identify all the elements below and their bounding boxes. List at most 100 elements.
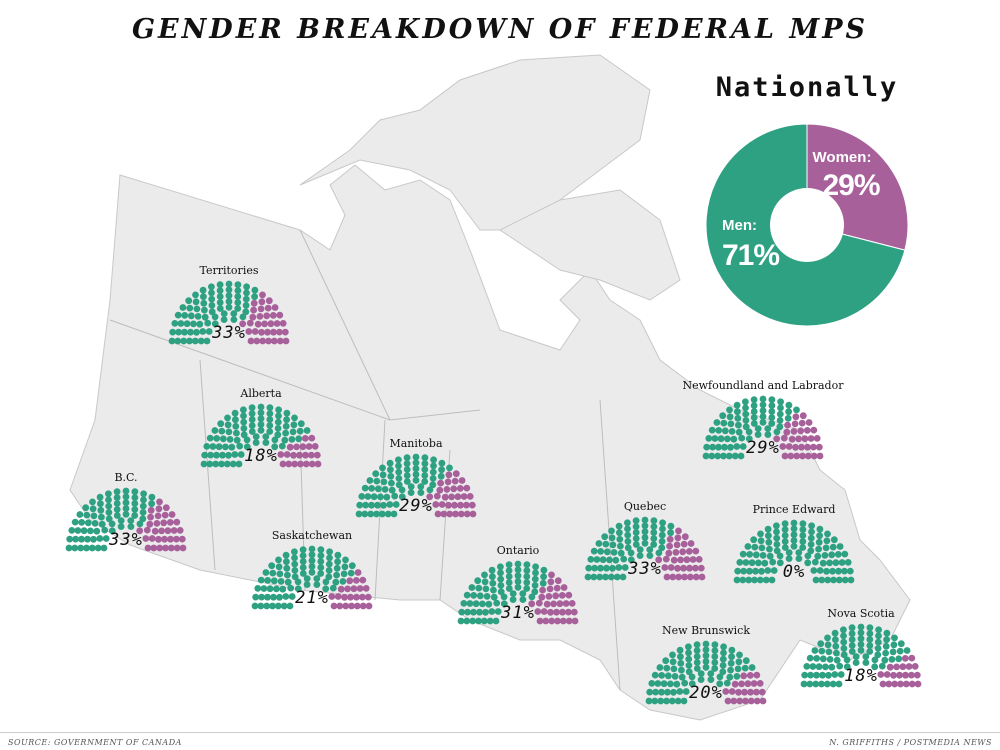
seat-women [281,328,289,336]
seat-men [790,537,798,544]
region-name: Alberta [239,387,282,400]
seat-men [531,588,539,596]
seat-men [113,488,121,496]
seat-men [800,680,808,688]
seat-men [199,328,207,335]
seat-men [781,544,789,551]
seat-women [299,443,307,451]
seat-men [624,538,632,545]
seat-women [440,510,448,518]
seat-men [776,423,784,431]
seat-men [266,422,274,429]
seat-men [388,486,396,494]
seat-men [776,410,784,418]
seat-men [379,464,386,472]
seat-men [808,522,815,530]
seat-men [269,602,276,610]
seat-men [799,526,807,533]
seat-men [716,673,724,681]
seat-men [685,662,693,669]
seat-men [751,543,759,551]
seat-men [816,567,824,574]
seat-men [139,509,147,516]
seat-men [781,526,789,533]
seat-women [155,535,162,543]
seat-men [840,632,847,640]
seat-women [256,313,264,320]
seat-men [833,656,841,664]
seat-women [265,337,272,345]
seat-men [98,513,105,521]
seat-women [348,602,355,610]
seat-women [547,578,555,586]
seat-men [758,544,766,552]
seat-men [650,517,658,525]
seat-men [457,617,465,625]
seat-men [874,638,882,646]
seat-women [780,434,788,442]
seat-men [663,697,670,705]
seat-women [791,420,799,428]
seat-men [208,283,215,291]
seat-women [285,460,293,468]
seat-men [891,634,898,642]
seat-men [821,552,829,559]
seat-men [648,680,656,687]
seat-men [463,591,471,599]
seat-women [170,527,178,534]
seat-men [645,697,653,705]
seat-men [617,549,625,557]
seat-women [454,493,462,501]
seat-men [532,563,539,571]
seat-men [882,642,890,650]
seat-women [897,680,904,688]
seat-men [733,401,741,409]
seat-men [438,459,446,467]
seat-men [208,289,215,297]
seat-women [669,573,677,581]
seat-men [257,421,265,428]
seat-women [359,593,366,601]
seat-men [806,654,814,662]
seat-women [546,585,554,593]
seat-men [836,543,844,550]
seat-men [334,558,341,566]
seat-men [388,479,395,487]
seat-men [523,573,531,580]
seat-women [747,697,755,705]
seat-men [233,436,241,444]
seat-men [773,541,781,548]
seat-women [746,672,754,679]
seat-women [150,544,158,552]
seat-men [843,656,851,664]
seat-men [658,672,666,679]
seat-men [266,428,274,435]
seat-men [832,559,840,567]
seat-men [240,418,248,426]
seat-men [374,501,381,509]
seat-men [678,666,685,674]
seat-women [698,573,706,581]
seat-men [83,544,90,552]
seat-men [728,428,736,435]
seat-men [773,428,781,436]
seat-men [857,641,865,648]
seat-men [531,582,539,589]
seat-men [186,304,194,312]
seat-men [199,286,207,294]
seat-men [183,320,191,328]
seat-men [89,498,96,506]
seat-men [812,576,820,584]
seat-women [803,427,811,434]
seat-men [807,534,815,542]
seat-women [758,688,766,696]
seat-men [213,435,221,442]
seat-men [97,500,104,508]
seat-men [105,490,112,498]
seat-women [301,435,309,442]
seat-men [131,500,139,507]
seat-men [650,541,658,548]
seat-men [500,593,508,601]
seat-women [296,451,303,459]
seat-women [308,451,315,459]
